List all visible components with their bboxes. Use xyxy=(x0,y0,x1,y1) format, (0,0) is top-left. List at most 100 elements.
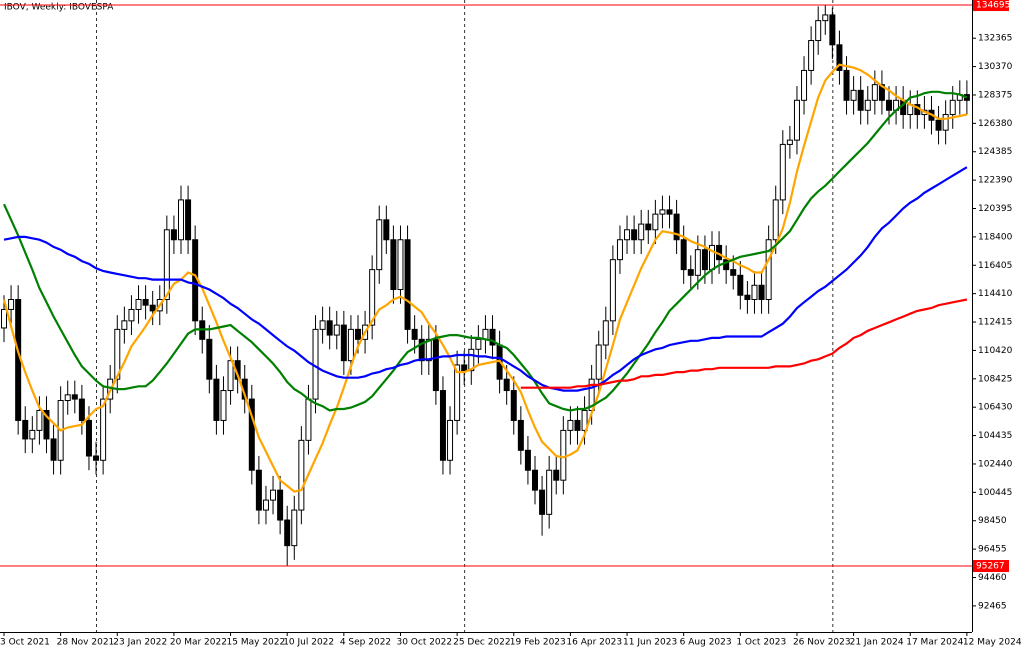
candle-body xyxy=(277,489,284,521)
x-tick-label: 15 May 2022 xyxy=(227,638,286,648)
candle-body xyxy=(574,419,581,431)
chart-title: IBOV, Weekly: IBOVESPA xyxy=(4,3,114,13)
candle-body xyxy=(64,394,71,402)
x-tick-label: 23 Jan 2022 xyxy=(113,638,167,648)
x-tick-label: 1 Oct 2023 xyxy=(736,638,786,648)
y-tick-label: 130370 xyxy=(978,62,1013,72)
y-tick-label: 102440 xyxy=(978,459,1013,469)
candle-body xyxy=(447,419,454,461)
candle-body xyxy=(71,394,78,400)
candle-body xyxy=(489,328,496,346)
candle-body xyxy=(631,229,638,241)
candle-body xyxy=(135,298,142,310)
candle-body xyxy=(454,364,461,421)
candle-body xyxy=(439,390,446,461)
y-tick-label: 96455 xyxy=(978,545,1007,555)
candle-body xyxy=(737,274,744,296)
candle-body xyxy=(475,338,482,350)
x-tick-label: 10 Jul 2022 xyxy=(283,638,334,648)
candle-body xyxy=(730,269,737,276)
candle-body xyxy=(609,259,616,322)
y-tick-label: 132365 xyxy=(978,34,1012,44)
candle-body xyxy=(121,320,128,330)
candle-body xyxy=(347,328,354,362)
candle-body xyxy=(418,338,425,362)
candle-body xyxy=(751,284,758,300)
candle-body xyxy=(397,239,404,291)
candle-body xyxy=(340,324,347,362)
x-tick-label: 16 Apr 2023 xyxy=(566,638,622,648)
y-tick-label: 98450 xyxy=(978,516,1007,526)
x-tick-label: 17 Mar 2024 xyxy=(906,638,963,648)
candle-body xyxy=(376,219,383,271)
candle-body xyxy=(836,44,843,71)
candle-body xyxy=(8,298,15,310)
candle-body xyxy=(461,364,468,372)
moving-average-line xyxy=(520,298,968,389)
candle-body xyxy=(185,199,192,241)
candle-body xyxy=(687,269,694,276)
candle-body xyxy=(843,69,850,101)
y-tick-label: 126380 xyxy=(978,119,1013,129)
x-tick-label: 3 Oct 2021 xyxy=(0,638,50,648)
y-tick-label: 114410 xyxy=(978,289,1013,299)
candle-body xyxy=(801,69,808,101)
candle-body xyxy=(284,519,291,547)
candle-body xyxy=(262,499,269,511)
candle-body xyxy=(383,219,390,241)
candle-body xyxy=(425,338,432,362)
x-tick-label: 26 Nov 2023 xyxy=(793,638,851,648)
x-tick-label: 12 May 2024 xyxy=(963,638,1022,648)
candle-body xyxy=(369,269,376,326)
candle-body xyxy=(673,213,680,241)
candle-body xyxy=(949,99,956,116)
candle-body xyxy=(142,298,149,306)
candle-body xyxy=(857,89,864,111)
candle-body xyxy=(680,239,687,271)
candle-body xyxy=(822,14,829,22)
candle-body xyxy=(227,360,234,392)
x-tick-label: 11 Jun 2023 xyxy=(623,638,677,648)
x-tick-label: 20 Mar 2022 xyxy=(170,638,227,648)
level-label: 95267 xyxy=(976,562,1005,572)
candle-body xyxy=(390,239,397,291)
candle-body xyxy=(355,328,361,340)
candle-body xyxy=(291,509,298,547)
candle-body xyxy=(206,338,213,380)
y-tick-label: 110420 xyxy=(978,346,1013,356)
y-tick-label: 94460 xyxy=(978,573,1007,583)
level-label-box xyxy=(973,0,1009,12)
candle-body xyxy=(595,344,602,380)
candle-body xyxy=(305,398,312,441)
candle-body xyxy=(524,449,531,471)
candle-body xyxy=(793,99,800,141)
candle-body xyxy=(163,229,170,300)
y-tick-label: 104435 xyxy=(978,431,1012,441)
candle-body xyxy=(581,409,588,431)
candle-body xyxy=(468,348,475,372)
candle-body xyxy=(114,328,121,380)
candle-body xyxy=(319,320,326,330)
candle-body xyxy=(772,199,779,241)
level-label: 134695 xyxy=(976,1,1010,11)
candle-body xyxy=(666,209,673,215)
candle-body xyxy=(85,419,92,457)
candle-body xyxy=(645,223,652,231)
y-tick-label: 124385 xyxy=(978,147,1012,157)
level-label-box xyxy=(973,560,1009,573)
candle-body xyxy=(546,469,553,515)
candle-body xyxy=(758,284,765,300)
candle-body xyxy=(510,390,517,421)
candle-body xyxy=(567,419,574,431)
candle-body xyxy=(22,419,29,440)
candle-body xyxy=(652,213,659,231)
moving-average-line xyxy=(2,90,968,412)
candle-body xyxy=(270,489,277,501)
candle-body xyxy=(326,320,333,336)
candle-body xyxy=(638,223,645,241)
candle-body xyxy=(517,419,524,451)
x-tick-label: 30 Oct 2022 xyxy=(396,638,452,648)
candle-body xyxy=(43,409,50,440)
candle-body xyxy=(333,324,340,336)
